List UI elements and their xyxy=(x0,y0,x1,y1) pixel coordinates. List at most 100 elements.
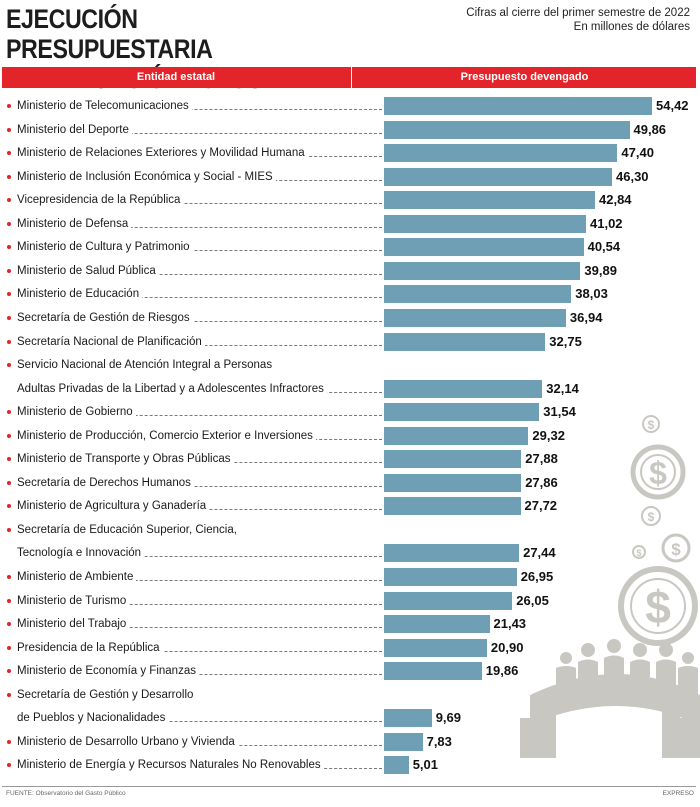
bar xyxy=(384,497,521,516)
bar xyxy=(384,285,572,304)
bar xyxy=(384,308,566,327)
row-bullet xyxy=(7,315,11,320)
bar xyxy=(384,426,529,445)
row-bullet xyxy=(7,245,11,250)
leader-line xyxy=(20,250,382,252)
svg-text:$: $ xyxy=(636,548,641,558)
row-bullet xyxy=(7,268,11,273)
bar xyxy=(384,167,612,186)
category-label: de Pueblos y Nacionalidades xyxy=(17,711,169,726)
title-line-1: EJECUCIÓN PRESUPUESTARIA xyxy=(6,4,213,64)
row-bullet xyxy=(7,527,11,532)
category-label: Ministerio del Trabajo xyxy=(17,617,130,632)
row-bullet xyxy=(7,198,11,203)
dollar-coin-icon: $ xyxy=(630,444,686,500)
row-bullet xyxy=(7,504,11,509)
leader-line xyxy=(20,320,382,322)
bar xyxy=(384,261,581,280)
bar xyxy=(384,144,618,163)
category-label: Ministerio del Deporte xyxy=(17,122,132,137)
bar xyxy=(384,450,522,469)
data-label: 9,69 xyxy=(435,710,461,726)
dollar-coin-icon: $ xyxy=(632,545,646,559)
category-label: Ministerio de Inclusión Económica y Soci… xyxy=(17,169,276,184)
decorative-illustration: $ $ $ $ $ $ xyxy=(520,415,700,758)
bar xyxy=(384,473,522,492)
row-bullet xyxy=(7,739,11,744)
data-label: 5,01 xyxy=(412,757,438,773)
category-label: Ministerio de Agricultura y Ganadería xyxy=(17,499,210,514)
data-label: 42,84 xyxy=(599,192,632,208)
category-label: Tecnología e Innovación xyxy=(17,546,145,561)
leader-line xyxy=(20,580,382,581)
category-label: Presidencia de la República xyxy=(17,640,163,655)
category-label: Secretaría Nacional de Planificación xyxy=(17,334,205,349)
row-bullet xyxy=(7,763,11,768)
data-label: 38,03 xyxy=(575,286,608,302)
leader-line xyxy=(20,273,382,275)
data-label: 26,05 xyxy=(516,592,549,608)
category-label: Ministerio de Telecomunicaciones xyxy=(17,99,192,113)
column-header-budget: Presupuesto devengado xyxy=(351,67,697,88)
row-bullet xyxy=(7,104,11,108)
dollar-coin-icon: $ xyxy=(618,566,698,646)
row-bullet xyxy=(7,151,11,156)
bar xyxy=(384,615,490,634)
data-label: 27,44 xyxy=(523,545,556,561)
bar xyxy=(384,591,513,610)
people-around-table-icon xyxy=(520,639,700,758)
data-label: 19,86 xyxy=(485,663,519,679)
category-label: Ministerio de Energía y Recursos Natural… xyxy=(17,758,324,773)
category-label: Vicepresidencia de la República xyxy=(17,193,184,208)
bar xyxy=(384,238,584,257)
svg-text:$: $ xyxy=(671,540,681,559)
row-bullet xyxy=(7,127,11,132)
row-bullet xyxy=(7,622,11,627)
category-label: Ministerio de Relaciones Exteriores y Mo… xyxy=(17,146,308,161)
bar xyxy=(384,662,482,681)
row-bullet xyxy=(7,598,11,603)
category-label: Ministerio de Educación xyxy=(17,287,143,302)
dollar-coin-icon: $ xyxy=(641,506,661,526)
category-label: Secretaría de Gestión de Riesgos xyxy=(17,310,193,325)
data-label: 46,30 xyxy=(616,168,649,184)
chart-subtitle: Cifras al cierre del primer semestre de … xyxy=(466,6,690,34)
leader-line xyxy=(20,226,382,228)
footer-divider xyxy=(2,786,696,787)
bar xyxy=(384,332,546,351)
bar xyxy=(384,191,595,210)
row-bullet xyxy=(7,669,11,674)
leader-line xyxy=(20,603,382,605)
data-label: 32,75 xyxy=(549,333,582,349)
category-label: Ministerio de Defensa xyxy=(17,216,132,231)
row-bullet xyxy=(7,339,11,344)
row-bullet xyxy=(7,433,11,438)
bar xyxy=(384,214,586,233)
row-bullet xyxy=(7,480,11,485)
category-label: Ministerio de Salud Pública xyxy=(17,263,159,278)
svg-text:$: $ xyxy=(648,418,655,432)
bar xyxy=(384,379,543,398)
row-bullet xyxy=(7,292,11,297)
row-bullet xyxy=(7,221,11,226)
bar xyxy=(384,709,432,728)
bar xyxy=(384,756,409,775)
row-bullet xyxy=(7,174,11,179)
category-label: Adultas Privadas de la Libertad y a Adol… xyxy=(17,381,327,396)
dollar-coin-icon: $ xyxy=(642,415,660,433)
leader-line xyxy=(20,297,382,299)
category-label: Ministerio de Economía y Finanzas xyxy=(17,664,199,679)
column-header-entity: Entidad estatal xyxy=(136,71,216,83)
bar xyxy=(384,568,517,586)
category-label: Ministerio de Producción, Comercio Exter… xyxy=(17,428,316,443)
leader-line xyxy=(20,721,382,723)
row-bullet xyxy=(7,645,11,650)
data-label: 31,54 xyxy=(543,404,576,420)
bar xyxy=(384,97,652,115)
bar xyxy=(384,638,487,657)
data-label: 27,88 xyxy=(525,451,558,467)
dollar-coin-icon: $ xyxy=(661,533,691,563)
leader-line xyxy=(20,109,382,110)
category-label: Ministerio de Turismo xyxy=(17,593,130,608)
